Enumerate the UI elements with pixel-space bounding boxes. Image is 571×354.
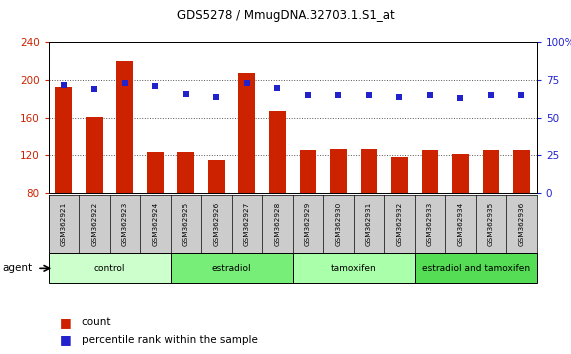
Text: GSM362924: GSM362924 bbox=[152, 202, 158, 246]
Text: GSM362930: GSM362930 bbox=[335, 202, 341, 246]
Bar bbox=[49, 253, 171, 283]
Text: count: count bbox=[82, 317, 111, 327]
Text: GSM362934: GSM362934 bbox=[457, 202, 464, 246]
Text: GSM362929: GSM362929 bbox=[305, 202, 311, 246]
Bar bbox=[421, 150, 439, 193]
Bar bbox=[86, 117, 103, 193]
Bar bbox=[513, 150, 530, 193]
Text: GSM362923: GSM362923 bbox=[122, 202, 128, 246]
Bar bbox=[147, 152, 164, 193]
Text: GSM362933: GSM362933 bbox=[427, 202, 433, 246]
Bar bbox=[239, 73, 255, 193]
Bar bbox=[208, 160, 225, 193]
Text: ■: ■ bbox=[60, 333, 72, 346]
Bar bbox=[330, 149, 347, 193]
Text: GSM362925: GSM362925 bbox=[183, 202, 189, 246]
Text: GSM362936: GSM362936 bbox=[518, 202, 525, 246]
Bar bbox=[292, 253, 415, 283]
Text: GDS5278 / MmugDNA.32703.1.S1_at: GDS5278 / MmugDNA.32703.1.S1_at bbox=[176, 9, 395, 22]
Bar bbox=[482, 150, 500, 193]
Text: GSM362928: GSM362928 bbox=[275, 202, 280, 246]
Text: agent: agent bbox=[3, 263, 33, 273]
Bar bbox=[452, 154, 469, 193]
Text: GSM362926: GSM362926 bbox=[214, 202, 219, 246]
Text: GSM362932: GSM362932 bbox=[396, 202, 403, 246]
Bar bbox=[415, 253, 537, 283]
Bar bbox=[360, 149, 377, 193]
Text: tamoxifen: tamoxifen bbox=[331, 264, 376, 273]
Bar bbox=[300, 150, 316, 193]
Text: GSM362931: GSM362931 bbox=[366, 202, 372, 246]
Bar bbox=[55, 87, 72, 193]
Bar bbox=[269, 111, 286, 193]
Bar bbox=[391, 157, 408, 193]
Text: GSM362935: GSM362935 bbox=[488, 202, 494, 246]
Text: control: control bbox=[94, 264, 125, 273]
Bar bbox=[178, 152, 194, 193]
Text: estradiol and tamoxifen: estradiol and tamoxifen bbox=[421, 264, 530, 273]
Bar bbox=[171, 253, 292, 283]
Text: ■: ■ bbox=[60, 316, 72, 329]
Text: GSM362922: GSM362922 bbox=[91, 202, 97, 246]
Text: GSM362927: GSM362927 bbox=[244, 202, 250, 246]
Text: estradiol: estradiol bbox=[212, 264, 251, 273]
Text: GSM362921: GSM362921 bbox=[61, 202, 67, 246]
Bar bbox=[116, 61, 133, 193]
Text: percentile rank within the sample: percentile rank within the sample bbox=[82, 335, 258, 345]
